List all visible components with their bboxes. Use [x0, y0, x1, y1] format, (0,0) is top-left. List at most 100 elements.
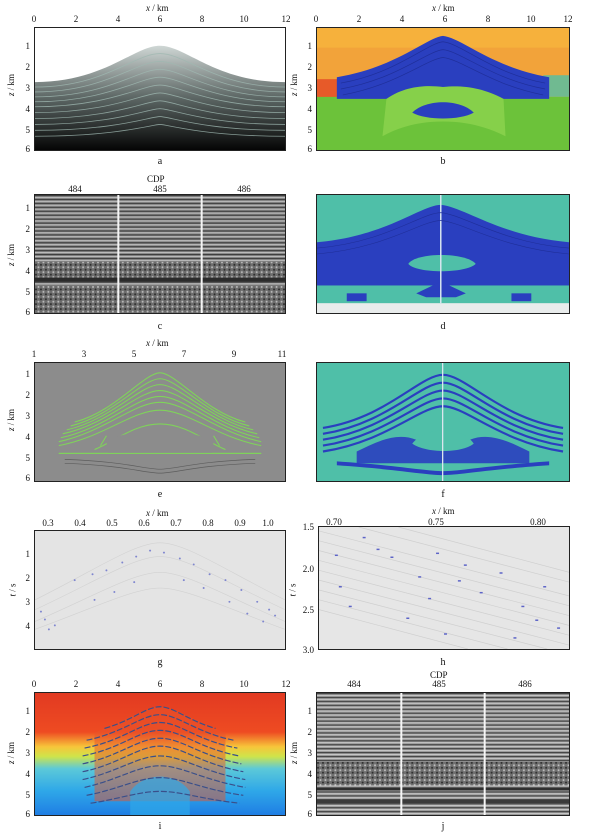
- panel-h-ytick: 3.0: [302, 645, 314, 655]
- panel-e-xtick: 1: [31, 349, 37, 359]
- panel-e-ytick: 2: [25, 390, 31, 400]
- panel-a-xtick: 8: [199, 14, 205, 24]
- panel-j-xlabel: CDP: [430, 670, 448, 680]
- panel-b-xlabel: x / km: [432, 3, 455, 13]
- panel-a-plot: [34, 27, 286, 151]
- panel-c-ytick: 4: [25, 266, 31, 276]
- panel-b-xtick: 8: [485, 14, 491, 24]
- panel-b-caption: b: [440, 156, 446, 167]
- panel-a-xtick: 4: [115, 14, 121, 24]
- panel-b-ytick: 3: [307, 83, 313, 93]
- panel-c-plot: [34, 194, 286, 314]
- panel-g-xlabel: x / km: [146, 508, 169, 518]
- panel-c-caption: c: [157, 321, 163, 332]
- panel-g-xtick: 0.5: [106, 518, 118, 528]
- panel-c-ytick: 6: [25, 307, 31, 317]
- panel-f-caption: f: [441, 489, 445, 500]
- panel-g-xtick: 0.7: [170, 518, 182, 528]
- panel-g-xtick: 0.3: [42, 518, 54, 528]
- panel-h-xtick: 0.70: [326, 517, 342, 527]
- panel-i-xtick: 8: [199, 679, 205, 689]
- panel-a-ytick: 5: [25, 125, 31, 135]
- panel-b-ytick: 1: [307, 41, 313, 51]
- panel-g-ylabel: t / s: [7, 583, 18, 597]
- panel-g-plot: [34, 530, 286, 650]
- panel-e-xtick: 11: [277, 349, 287, 359]
- panel-e-plot: [34, 362, 286, 482]
- panel-i-ytick: 5: [25, 790, 31, 800]
- panel-c-ylabel: z / km: [6, 243, 17, 267]
- panel-j-ytick: 1: [307, 706, 313, 716]
- panel-e-ytick: 1: [25, 369, 31, 379]
- panel-e-image: [35, 363, 285, 481]
- panel-j-caption: j: [441, 821, 445, 832]
- panel-g-ytick: 3: [25, 597, 31, 607]
- panel-b-xtick: 0: [313, 14, 319, 24]
- panel-j-ytick: 6: [307, 809, 313, 819]
- panel-e-xtick: 7: [181, 349, 187, 359]
- panel-c-xtick: 485: [153, 184, 167, 194]
- panel-b-ytick: 2: [307, 62, 313, 72]
- panel-d-image: [317, 195, 569, 313]
- panel-e-ytick: 6: [25, 473, 31, 483]
- panel-j-xtick: 484: [347, 679, 361, 689]
- panel-a-caption: a: [157, 156, 163, 167]
- panel-i-ylabel: z / km: [6, 741, 17, 765]
- panel-i-xtick: 2: [73, 679, 79, 689]
- panel-i-ytick: 3: [25, 748, 31, 758]
- panel-a-ytick: 6: [25, 144, 31, 154]
- panel-d-caption: d: [440, 321, 446, 332]
- panel-i-xtick: 10: [239, 679, 249, 689]
- panel-e-xlabel: x / km: [146, 338, 169, 348]
- panel-h-xtick: 0.75: [428, 517, 444, 527]
- panel-b-xtick: 10: [526, 14, 536, 24]
- panel-j-xtick: 485: [432, 679, 446, 689]
- panel-f-image: [317, 363, 569, 481]
- panel-d-plot: [316, 194, 570, 314]
- panel-a-ylabel: z / km: [6, 73, 17, 97]
- panel-a-xlabel: x / km: [146, 3, 169, 13]
- panel-h-caption: h: [440, 657, 446, 668]
- panel-e-xtick: 9: [231, 349, 237, 359]
- panel-c-xtick: 486: [237, 184, 251, 194]
- panel-i-ytick: 2: [25, 727, 31, 737]
- panel-j-image: [317, 693, 569, 815]
- panel-j-xtick: 486: [518, 679, 532, 689]
- panel-a-ytick: 2: [25, 62, 31, 72]
- panel-g-image: [35, 531, 285, 649]
- panel-g-caption: g: [157, 657, 163, 668]
- panel-b-plot: [316, 27, 570, 151]
- panel-c-ytick: 2: [25, 224, 31, 234]
- panel-g-xtick: 0.4: [74, 518, 86, 528]
- panel-b-image: [317, 28, 569, 150]
- panel-c-xlabel: CDP: [147, 174, 165, 184]
- panel-i-xtick: 12: [281, 679, 291, 689]
- panel-i-image: [35, 693, 285, 815]
- panel-i-xtick: 4: [115, 679, 121, 689]
- panel-i-ytick: 4: [25, 769, 31, 779]
- panel-h-image: [319, 527, 569, 649]
- panel-c-ytick: 1: [25, 203, 31, 213]
- panel-j-plot: [316, 692, 570, 816]
- panel-j-ytick: 5: [307, 790, 313, 800]
- panel-i-plot: [34, 692, 286, 816]
- panel-h-ytick: 1.5: [302, 522, 314, 532]
- panel-a-ytick: 1: [25, 41, 31, 51]
- panel-i-ytick: 1: [25, 706, 31, 716]
- panel-b-ytick: 5: [307, 125, 313, 135]
- panel-g-ytick: 2: [25, 573, 31, 583]
- panel-i-caption: i: [158, 821, 162, 832]
- panel-i-xtick: 0: [31, 679, 37, 689]
- panel-a-xtick: 10: [239, 14, 249, 24]
- panel-f-plot: [316, 362, 570, 482]
- panel-j-ytick: 2: [307, 727, 313, 737]
- panel-c-image: [35, 195, 285, 313]
- panel-a-xtick: 0: [31, 14, 37, 24]
- panel-j-ytick: 4: [307, 769, 313, 779]
- panel-b-ytick: 6: [307, 144, 313, 154]
- panel-b-xtick: 4: [399, 14, 405, 24]
- panel-a-xtick: 6: [157, 14, 163, 24]
- panel-g-xtick: 0.6: [138, 518, 150, 528]
- panel-c-ytick: 3: [25, 245, 31, 255]
- panel-b-xtick: 6: [442, 14, 448, 24]
